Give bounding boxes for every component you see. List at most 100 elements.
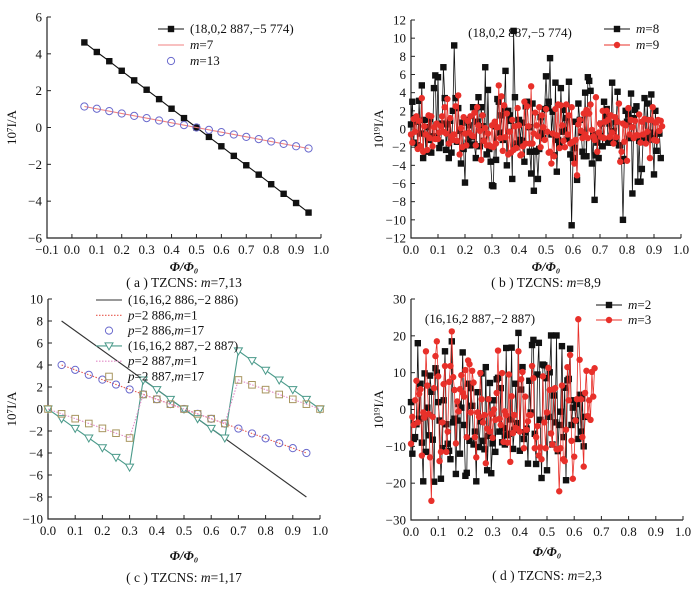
data-point	[112, 429, 120, 437]
data-point	[430, 384, 438, 392]
data-point	[517, 376, 525, 383]
data-point	[546, 54, 554, 62]
y-tick-label: 10	[393, 365, 406, 380]
data-point	[617, 158, 624, 165]
data-point	[467, 384, 475, 392]
data-point	[83, 434, 94, 444]
x-tick-label: 0.7	[593, 524, 610, 539]
data-point	[561, 143, 569, 151]
data-point	[540, 123, 547, 131]
data-point	[653, 137, 660, 145]
legend-label: m=2	[628, 297, 651, 312]
data-point	[618, 148, 625, 155]
data-point	[418, 82, 425, 89]
data-point	[417, 380, 424, 387]
data-point	[441, 104, 448, 111]
data-point	[493, 389, 500, 397]
data-point	[579, 148, 586, 155]
data-point	[658, 123, 666, 130]
data-point	[481, 411, 488, 419]
data-point	[506, 128, 513, 135]
data-point	[436, 457, 443, 465]
y-tick-label: −6	[392, 176, 406, 191]
data-point	[439, 444, 446, 452]
data-point	[519, 368, 526, 376]
data-point	[515, 329, 522, 337]
data-point	[476, 143, 484, 150]
x-axis-title: Φ/Φ₀	[170, 259, 199, 274]
series-c-5	[44, 376, 324, 442]
data-point	[469, 104, 477, 111]
data-point	[511, 94, 519, 101]
data-point	[230, 152, 238, 160]
data-point	[481, 446, 488, 453]
data-point	[229, 130, 238, 139]
y-tick-label: 8	[37, 314, 44, 329]
data-point	[466, 360, 473, 368]
series-a-2	[80, 102, 313, 153]
y-tick-label: 6	[400, 67, 407, 82]
data-point	[556, 144, 563, 152]
y-tick-label: 0	[400, 402, 407, 417]
data-point	[418, 94, 425, 102]
data-point	[456, 450, 464, 457]
data-point	[625, 104, 632, 112]
data-point	[503, 344, 510, 352]
y-tick-label: −12	[386, 231, 406, 246]
data-point	[571, 144, 578, 152]
data-point	[531, 444, 538, 452]
data-point	[473, 478, 480, 485]
x-axis-title: Φ/Φ₀	[170, 548, 199, 563]
data-point	[472, 154, 479, 162]
legend-c: (16,16,2 886,−2 886)p=2 886,m=1p=2 886,m…	[96, 292, 238, 384]
x-tick-label: 0.1	[430, 524, 446, 539]
data-point	[623, 118, 631, 125]
x-tick-label: 1.0	[675, 524, 691, 539]
x-tick-label: 0.2	[114, 242, 130, 257]
data-point	[441, 348, 449, 355]
data-point	[482, 124, 489, 132]
data-point	[583, 153, 590, 160]
legend-label: (16,16,2 886,−2 886)	[128, 292, 238, 307]
data-point	[492, 156, 500, 164]
data-point	[85, 419, 93, 428]
data-point	[428, 113, 435, 120]
data-point	[572, 118, 579, 125]
data-point	[435, 398, 442, 406]
data-point	[422, 348, 430, 355]
data-point	[508, 344, 515, 351]
data-point	[260, 366, 271, 376]
data-point	[414, 419, 421, 426]
data-point	[411, 128, 419, 135]
data-point	[626, 134, 633, 142]
y-tick-label: 4	[36, 46, 43, 61]
data-point	[483, 467, 491, 474]
data-point	[622, 122, 629, 129]
data-point	[428, 497, 435, 505]
data-point	[577, 428, 585, 435]
data-point	[118, 67, 125, 74]
data-point	[424, 382, 431, 389]
data-point	[80, 102, 89, 111]
data-point	[421, 123, 428, 130]
x-axis-title: Φ/Φ₀	[532, 259, 561, 274]
data-point	[425, 432, 432, 439]
data-point	[452, 94, 459, 102]
x-axis-title: Φ/Φ₀	[533, 544, 562, 559]
data-point	[437, 448, 445, 456]
data-point	[581, 89, 589, 96]
data-point	[443, 448, 450, 456]
data-point	[478, 104, 485, 111]
data-point	[289, 395, 297, 404]
data-point	[445, 154, 452, 162]
legend-label: m=8	[636, 21, 659, 36]
data-point	[603, 107, 610, 115]
data-point	[542, 73, 550, 80]
data-point	[168, 105, 175, 112]
data-point	[512, 380, 519, 387]
panel-caption: ( d ) TZCNS: m=2,3	[492, 568, 602, 583]
data-point	[608, 129, 616, 136]
y-tick-label: −10	[386, 212, 406, 227]
data-point	[461, 179, 469, 186]
data-point	[143, 86, 150, 93]
